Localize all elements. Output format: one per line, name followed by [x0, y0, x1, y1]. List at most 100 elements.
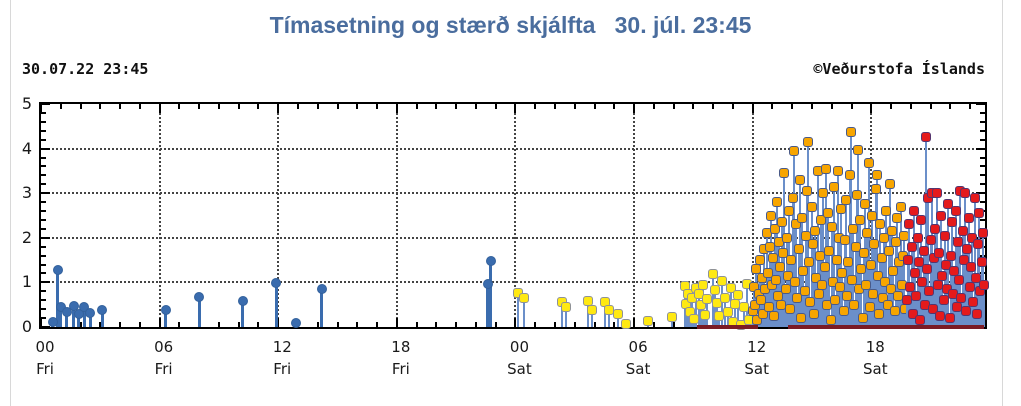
- stem: [943, 235, 946, 327]
- data-point: [621, 319, 632, 330]
- x-tick: [751, 104, 754, 113]
- stem: [816, 170, 819, 327]
- x-tick: [593, 104, 596, 109]
- stem: [767, 306, 770, 327]
- data-point: [826, 221, 837, 232]
- y-tick: [41, 254, 46, 257]
- stem: [56, 269, 60, 327]
- data-point: [914, 315, 925, 326]
- stem: [274, 282, 278, 327]
- data-point: [839, 235, 850, 246]
- x-tick: [336, 104, 339, 109]
- y-axis-label: 4: [21, 138, 32, 158]
- data-point: [756, 295, 766, 306]
- data-point: [960, 188, 971, 199]
- stem: [320, 288, 324, 327]
- data-point: [797, 212, 808, 223]
- data-point: [689, 313, 700, 324]
- stem: [718, 316, 721, 327]
- data-point: [819, 261, 830, 272]
- data-point: [957, 226, 968, 237]
- data-point: [823, 208, 834, 219]
- data-point: [79, 302, 90, 313]
- y-tick: [41, 156, 46, 159]
- data-point: [884, 179, 895, 190]
- data-point: [613, 308, 624, 319]
- data-point: [814, 250, 825, 261]
- x-tick: [672, 322, 675, 327]
- stem: [823, 266, 826, 327]
- x-tick: [415, 322, 418, 327]
- y-tick: [41, 308, 46, 311]
- stem: [790, 260, 793, 327]
- x-axis-label: 00 Sat: [507, 338, 532, 378]
- x-axis-label: 00 Fri: [35, 338, 55, 378]
- data-point: [666, 312, 677, 323]
- data-point: [519, 293, 530, 303]
- data-point: [888, 266, 899, 277]
- data-point: [905, 281, 916, 292]
- data-point: [237, 296, 248, 307]
- data-point: [778, 248, 789, 259]
- data-point: [784, 206, 795, 217]
- stem: [840, 208, 843, 327]
- data-point: [808, 308, 819, 319]
- stem: [836, 170, 839, 327]
- x-tick: [277, 318, 280, 327]
- data-point: [772, 197, 783, 208]
- y-tick: [41, 192, 50, 195]
- data-point: [816, 214, 827, 225]
- data-point: [765, 210, 776, 221]
- x-tick: [178, 322, 181, 327]
- data-point: [933, 248, 944, 259]
- x-tick: [969, 104, 972, 109]
- y-tick: [41, 120, 46, 123]
- stem: [858, 289, 861, 327]
- stem: [714, 289, 717, 327]
- x-gridline: [514, 104, 517, 327]
- data-point: [829, 181, 840, 192]
- x-tick: [514, 104, 517, 113]
- x-tick: [297, 104, 299, 109]
- x-tick: [554, 104, 556, 109]
- data-point: [876, 252, 887, 263]
- stem: [704, 314, 707, 327]
- x-tick: [534, 322, 537, 327]
- data-point: [952, 237, 963, 248]
- x-tick: [237, 322, 240, 327]
- data-point: [764, 241, 775, 252]
- stem: [775, 280, 778, 327]
- stem: [977, 244, 980, 327]
- stem: [241, 301, 245, 327]
- stem: [939, 315, 942, 327]
- data-point: [963, 212, 974, 223]
- x-tick: [99, 322, 102, 327]
- data-point: [883, 246, 894, 257]
- x-axis-label: 18 Fri: [391, 338, 411, 378]
- data-point: [851, 190, 862, 201]
- y-gridline: [41, 236, 985, 239]
- stem: [59, 306, 63, 327]
- stem: [867, 162, 870, 327]
- data-point: [958, 255, 969, 266]
- y-tick: [41, 326, 50, 328]
- stem: [815, 277, 818, 327]
- x-tick: [138, 322, 141, 327]
- data-point: [916, 214, 927, 225]
- data-point: [825, 315, 836, 326]
- y-tick: [41, 147, 50, 150]
- data-point: [863, 157, 874, 168]
- stem: [785, 237, 788, 327]
- data-point: [85, 307, 96, 318]
- data-point: [835, 281, 846, 292]
- y-tick: [41, 227, 46, 230]
- x-tick: [119, 104, 122, 109]
- data-point: [762, 268, 773, 279]
- stem: [736, 295, 739, 327]
- data-point: [806, 201, 817, 212]
- stem: [878, 313, 881, 327]
- data-point: [820, 163, 831, 174]
- stem: [868, 306, 871, 327]
- x-tick: [731, 104, 734, 109]
